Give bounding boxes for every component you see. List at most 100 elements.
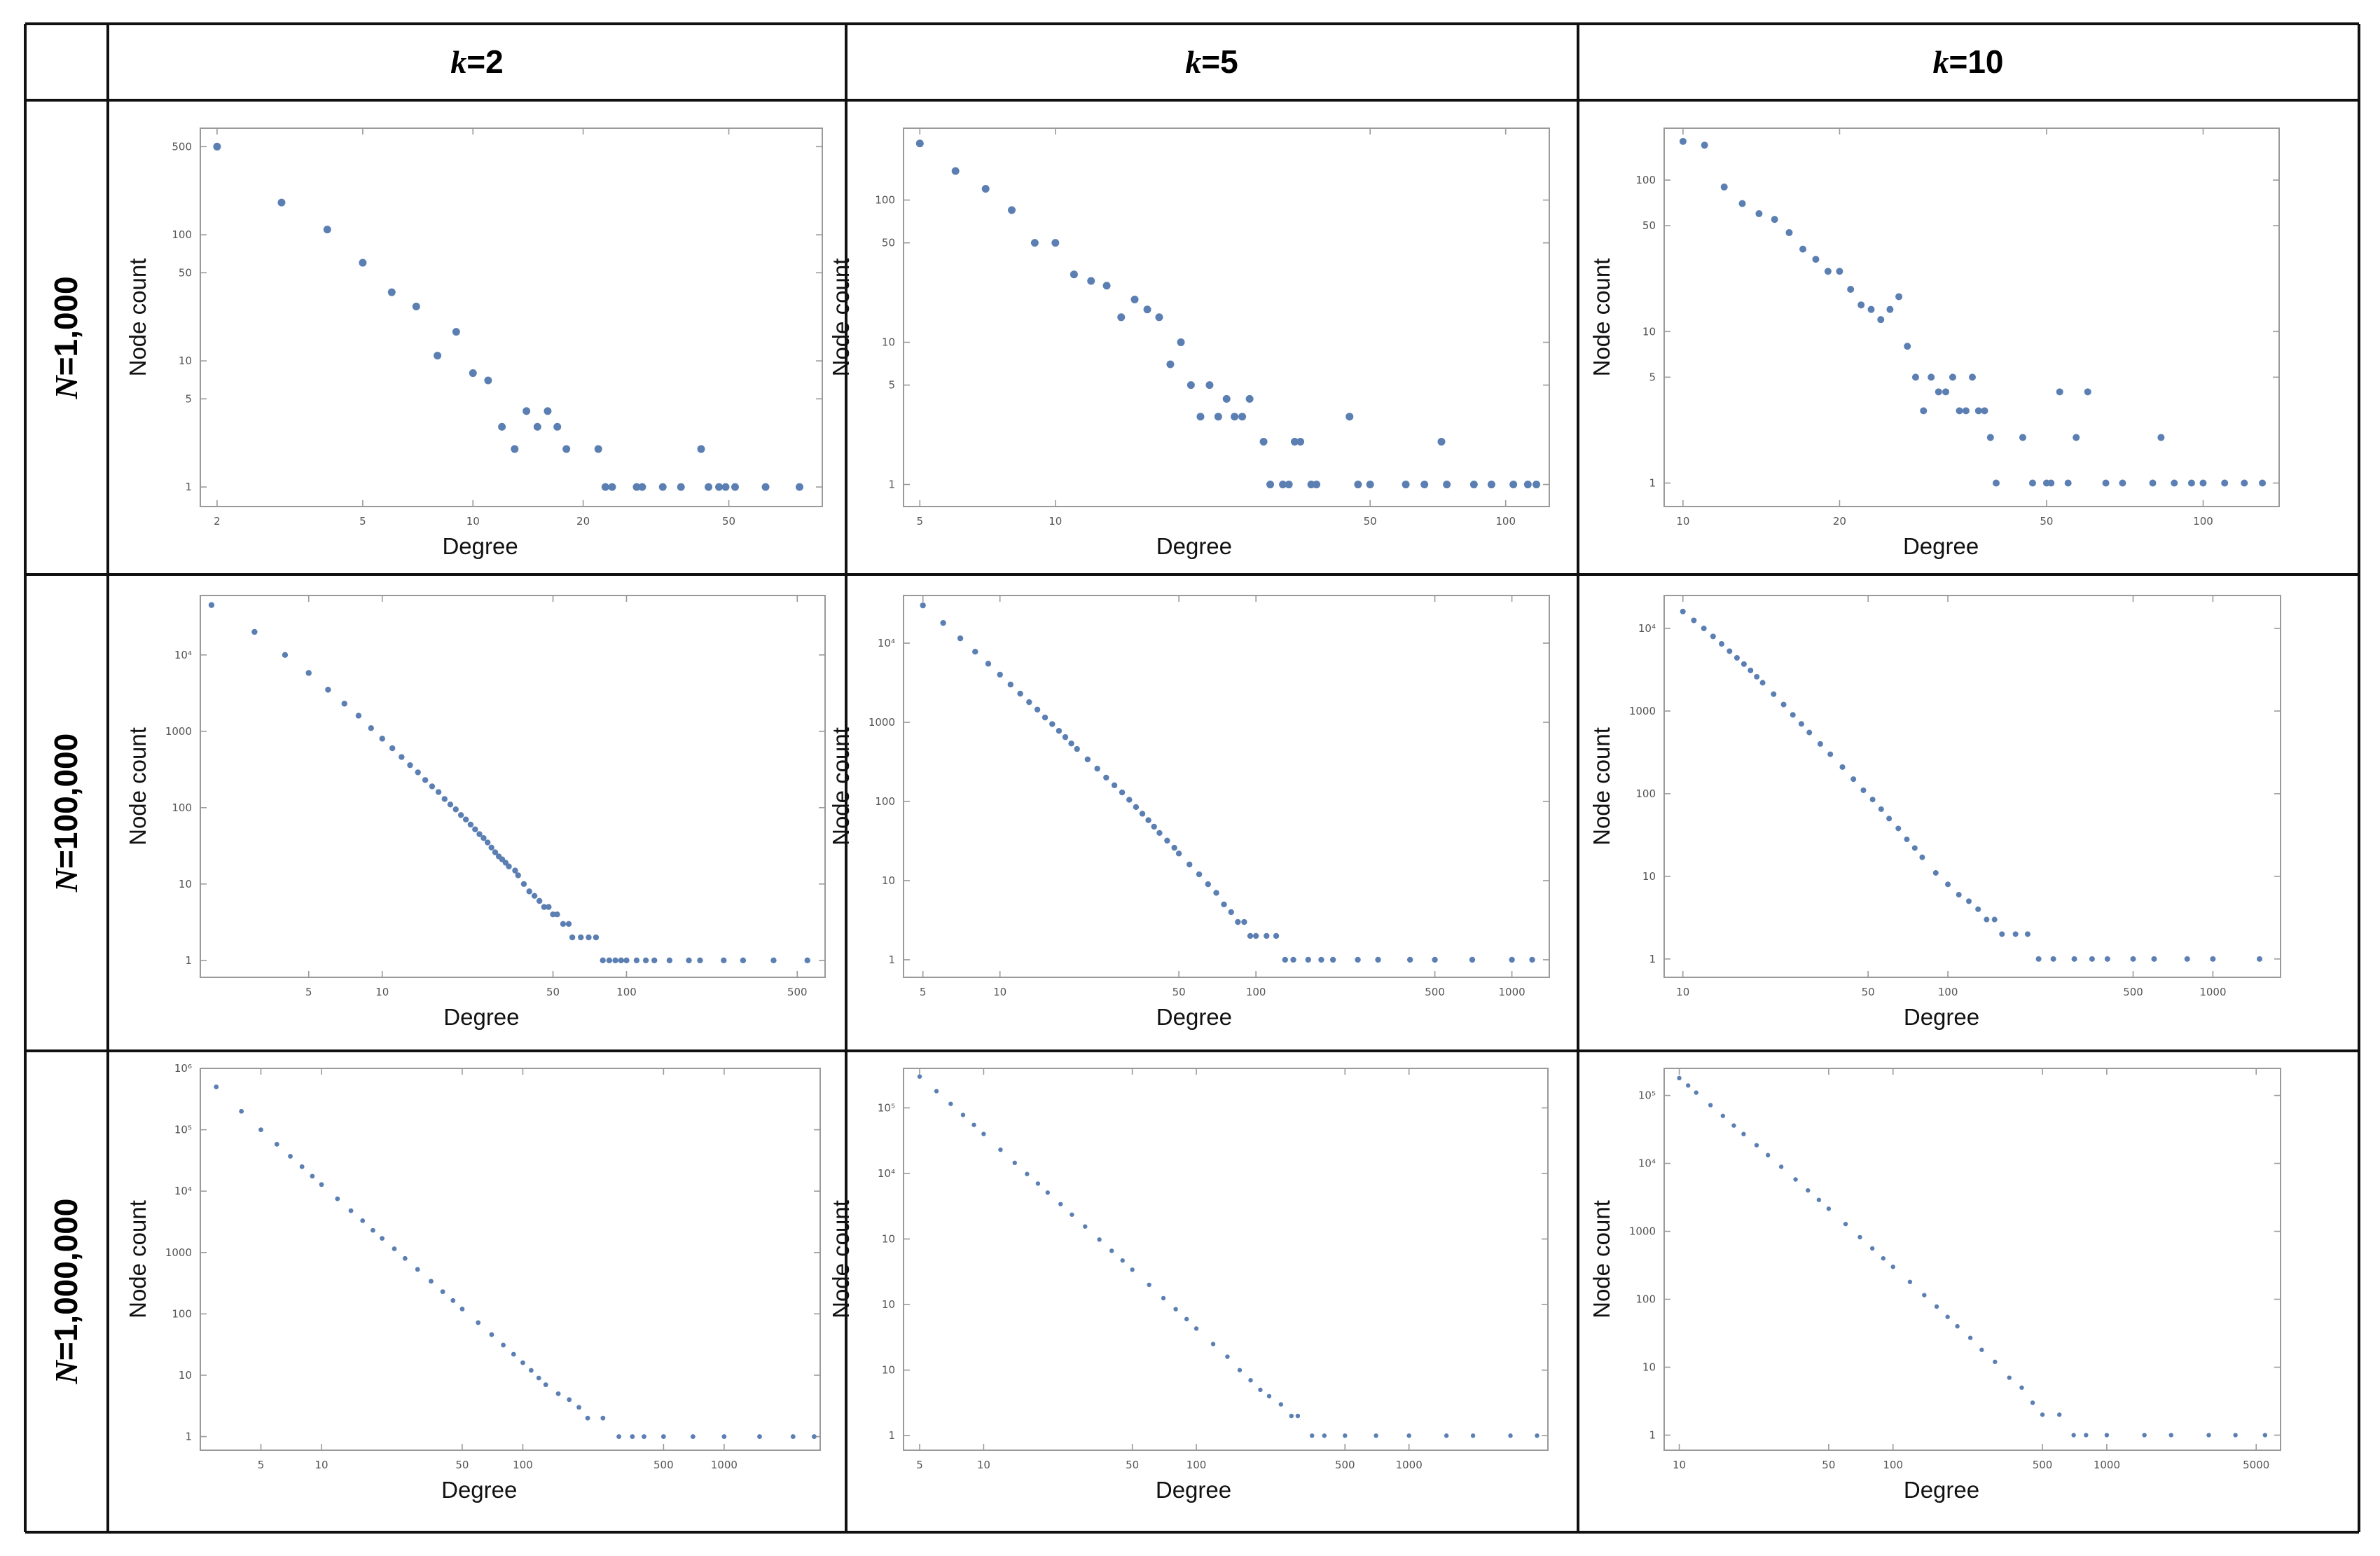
data-point [1126, 797, 1133, 803]
data-point [586, 934, 592, 941]
data-point [2142, 1433, 2147, 1438]
y-tick-label: 10 [179, 354, 192, 367]
data-point [1109, 1248, 1114, 1253]
data-point [1225, 1354, 1230, 1359]
data-point [1049, 721, 1056, 727]
data-point [1345, 413, 1354, 421]
plot-frame [903, 1068, 1549, 1451]
data-point [2073, 434, 2080, 441]
row-header-n1000: N=1,000 [48, 276, 84, 399]
data-point [1827, 751, 1834, 757]
data-point [686, 957, 692, 964]
data-point [472, 826, 478, 832]
data-point [422, 777, 429, 783]
data-point [2084, 388, 2091, 396]
data-point [511, 445, 519, 453]
data-point [1295, 1413, 1301, 1419]
data-point [310, 1173, 315, 1179]
data-point [1708, 1103, 1713, 1108]
y-tick-label: 5 [1649, 371, 1656, 383]
data-point [2030, 1400, 2035, 1405]
data-point [1329, 956, 1336, 963]
x-tick-label: 10 [1673, 1459, 1686, 1471]
chart-n1000000-k5: 5 10 50 100 500 1000 1 10 10 10 10⁴ 10⁵ Degree Node c… [828, 1068, 1549, 1503]
y-axis-label: Node count [1589, 1200, 1614, 1319]
data-point [1680, 608, 1686, 614]
data-point [1175, 851, 1182, 857]
data-point [488, 844, 494, 851]
data-point [1313, 481, 1321, 489]
plot-frame [200, 128, 823, 507]
data-point [1523, 481, 1532, 489]
y-tick-label: 50 [1642, 219, 1656, 232]
data-point [1058, 1202, 1063, 1206]
y-tick-label: 1 [1649, 953, 1656, 965]
data-point [567, 1397, 572, 1403]
data-point [520, 881, 527, 888]
y-tick-label: 1000 [1629, 705, 1656, 717]
data-point [282, 652, 289, 659]
data-point [1765, 1152, 1771, 1158]
data-point [721, 483, 730, 491]
data-point [1310, 1433, 1315, 1438]
data-point [1793, 1177, 1798, 1182]
data-point [623, 957, 630, 964]
data-point [1710, 633, 1716, 640]
data-point [1738, 200, 1746, 207]
data-point [554, 911, 560, 918]
data-point [1895, 825, 1902, 832]
data-point [1343, 1433, 1348, 1438]
data-point [1780, 701, 1787, 708]
x-tick-label: 50 [1126, 1459, 1139, 1471]
y-tick-label: 1 [1649, 477, 1656, 490]
data-point [1999, 931, 2005, 937]
data-point [972, 649, 978, 655]
data-point [1798, 721, 1804, 727]
data-point [1922, 1293, 1927, 1297]
y-tick-label: 10 [882, 1364, 895, 1377]
data-point [1975, 906, 1981, 912]
data-point [506, 863, 512, 869]
x-axis-label: Degree [1156, 1477, 1231, 1503]
y-axis-label: Node count [828, 259, 854, 377]
y-axis-label: Node count [125, 259, 151, 377]
data-point [1051, 239, 1060, 247]
x-tick-label: 50 [1364, 515, 1377, 528]
data-point [1213, 890, 1219, 896]
data-point [341, 701, 347, 707]
y-tick-label: 100 [172, 1307, 192, 1320]
data-point [2007, 1375, 2012, 1380]
data-point [1860, 787, 1867, 794]
data-point [600, 1415, 606, 1421]
plot-frame [200, 1068, 821, 1451]
data-point [546, 904, 552, 910]
data-point [1886, 815, 1893, 822]
y-tick-label: 10⁴ [878, 1167, 895, 1180]
data-point [501, 1342, 506, 1348]
data-point [1685, 1083, 1691, 1088]
x-tick-label: 5 [359, 515, 366, 528]
data-point [1147, 1282, 1151, 1288]
col-header-k10: k=10 [1932, 43, 2003, 80]
y-tick-label: 10 [1642, 325, 1656, 338]
data-point [2171, 479, 2178, 487]
data-point [804, 957, 810, 964]
data-point [511, 1351, 516, 1357]
y-tick-label: 1000 [1629, 1225, 1656, 1238]
data-point [277, 198, 286, 207]
data-point [1007, 681, 1014, 688]
data-point [1264, 932, 1270, 939]
data-point [2084, 1433, 2089, 1438]
data-point [1949, 373, 1956, 381]
data-point [1375, 956, 1381, 963]
data-point [1718, 641, 1724, 647]
data-point [1824, 268, 1832, 275]
data-point [1083, 1224, 1088, 1229]
data-point [1895, 293, 1903, 301]
data-point [1869, 1246, 1875, 1251]
data-point [389, 745, 396, 752]
data-point [1166, 360, 1175, 369]
y-axis-label: Node count [125, 727, 151, 846]
data-point [536, 897, 543, 904]
data-point [2199, 479, 2207, 487]
